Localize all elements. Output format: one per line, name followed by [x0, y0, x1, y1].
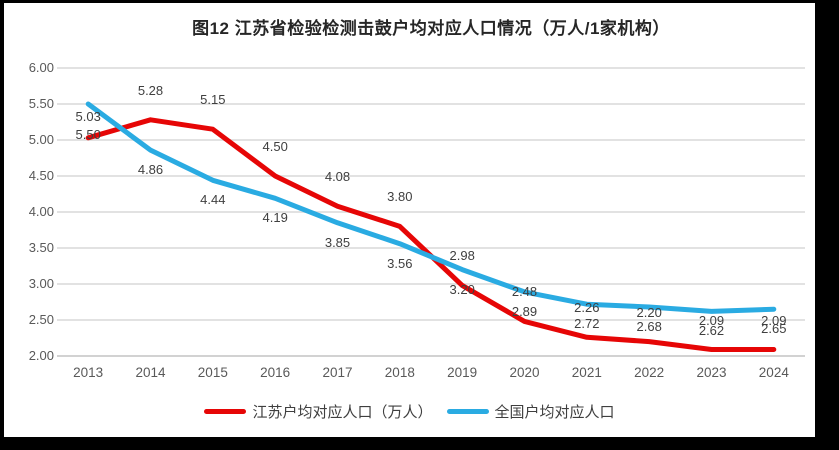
legend-swatch-jiangsu-icon: [204, 408, 247, 414]
data-label: 3.56: [387, 255, 413, 271]
data-label: 2.98: [449, 248, 475, 264]
chart-legend: 江苏户均对应人口（万人） 全国户均对应人口: [4, 400, 815, 422]
legend-swatch-national-icon: [446, 408, 489, 414]
data-label: 4.08: [324, 169, 351, 185]
y-axis-tick-label: 5.00: [28, 132, 54, 147]
x-axis-tick-label: 2023: [696, 365, 727, 380]
data-label: 5.28: [137, 82, 164, 98]
data-label: 3.85: [324, 234, 351, 250]
legend-item-national: 全国户均对应人口: [446, 401, 615, 422]
data-label: 5.15: [200, 92, 226, 108]
data-label: 2.26: [574, 300, 600, 316]
chart-canvas: 图12 江苏省检验检测击鼓户均对应人口情况（万人/1家机构） 6.00 5.50 5…: [4, 3, 815, 437]
data-label: 2.09: [761, 312, 787, 328]
x-axis-tick-label: 2013: [73, 365, 104, 380]
data-label: 2.68: [636, 319, 662, 335]
data-label: 5.50: [75, 127, 101, 142]
legend-item-jiangsu: 江苏户均对应人口（万人）: [204, 401, 433, 422]
y-axis-tick-label: 4.50: [28, 168, 54, 183]
data-label: 5.03: [75, 108, 101, 124]
y-axis-tick-label: 4.00: [28, 204, 54, 219]
y-axis-tick-label: 5.50: [28, 96, 54, 111]
x-axis-tick-label: 2014: [135, 365, 166, 380]
data-label: 4.86: [137, 162, 164, 178]
data-label: 2.89: [511, 303, 538, 319]
series-line-1: [85, 101, 777, 314]
data-label: 4.19: [262, 210, 288, 226]
chart-title: 图12 江苏省检验检测击鼓户均对应人口情况（万人/1家机构）: [192, 19, 670, 38]
data-label: 4.44: [200, 192, 226, 208]
data-label: 2.09: [698, 312, 725, 328]
data-label: 2.65: [761, 321, 787, 337]
x-axis-tick-label: 2019: [447, 365, 478, 380]
y-axis-tick-label: 3.50: [28, 240, 54, 255]
x-axis-tick-label: 2024: [758, 365, 789, 380]
data-label: 3.20: [449, 281, 475, 297]
x-axis-tick-label: 2015: [197, 365, 228, 380]
x-axis-tick-label: 2017: [322, 365, 353, 380]
data-label: 2.62: [698, 323, 725, 339]
y-axis-tick-label: 6.00: [28, 60, 54, 75]
y-axis-tick-label: 3.00: [28, 276, 54, 291]
y-axis-tick-label: 2.50: [28, 312, 54, 327]
x-axis-tick-label: 2016: [260, 365, 291, 380]
y-axis-tick-label: 2.00: [28, 348, 54, 363]
legend-label-jiangsu: 江苏户均对应人口（万人）: [252, 403, 433, 421]
data-label: 2.20: [636, 304, 662, 320]
x-axis-tick-label: 2020: [509, 365, 540, 380]
data-label: 4.50: [262, 139, 288, 154]
data-label: 3.80: [387, 189, 413, 205]
legend-label-national: 全国户均对应人口: [494, 403, 615, 421]
chart-plot: [57, 67, 805, 357]
x-axis-tick-label: 2021: [571, 365, 602, 380]
data-label: 2.48: [511, 284, 538, 300]
x-axis-tick-label: 2018: [384, 365, 415, 380]
data-label: 2.72: [574, 316, 600, 332]
x-axis-tick-label: 2022: [634, 365, 665, 380]
